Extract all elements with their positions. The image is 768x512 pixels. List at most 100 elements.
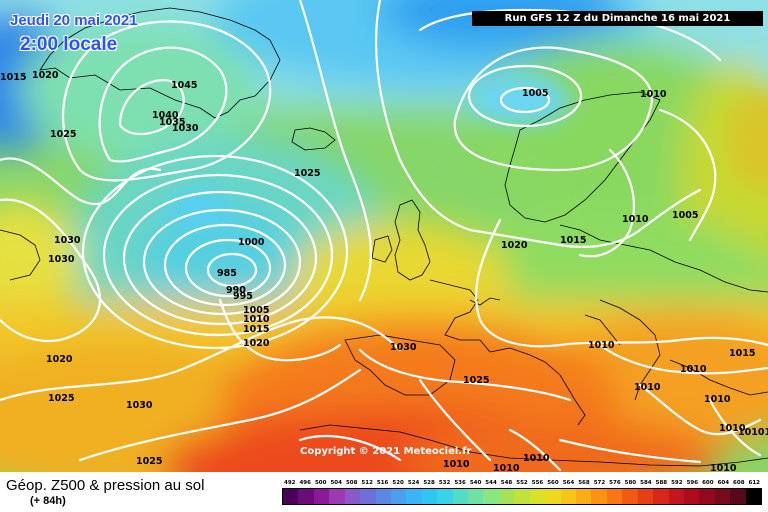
scale-value-label: 584: [640, 480, 652, 486]
scale-swatch: [344, 489, 361, 504]
scale-value-label: 500: [314, 480, 327, 486]
scale-swatch: [745, 489, 762, 504]
isobar-label: 1030: [54, 235, 81, 246]
scale-swatch: [699, 489, 715, 504]
scale-swatch: [529, 489, 546, 504]
map-canvas: 1015 1020 1025 1045 1040 1035 1030 1025 …: [0, 0, 768, 472]
scale-swatch: [637, 489, 654, 504]
scale-swatch: [668, 489, 684, 504]
scale-value-label: 560: [547, 480, 559, 486]
scale-value-label: 504: [330, 480, 342, 486]
scale-swatch: [591, 489, 607, 504]
scale-swatch: [560, 489, 577, 504]
isobar-label: 1010: [719, 423, 746, 434]
isobar-label: 1035: [159, 117, 185, 128]
scale-value-label: 508: [345, 480, 358, 486]
isobar-label: 1010: [443, 459, 470, 470]
scale-value-label: 600: [702, 480, 714, 486]
scale-swatch: [576, 489, 592, 504]
isobar-label: 995: [233, 291, 253, 302]
isobar-label: 1040: [152, 110, 179, 121]
isobar-label: 1015: [729, 348, 755, 359]
scale-value-label: 528: [423, 480, 435, 486]
geopotential-field: [0, 0, 768, 472]
copyright-text: Copyright © 2021 Meteociel.fr: [300, 446, 471, 457]
isobar-labels: 1015 1020 1025 1045 1040 1035 1030 1025 …: [0, 70, 768, 472]
isobar-label: 1010: [680, 364, 707, 375]
isobar-label: 1025: [294, 168, 320, 179]
isobar-label: 1005: [243, 305, 269, 316]
scale-swatch: [375, 489, 391, 504]
scale-value-label: 588: [655, 480, 668, 486]
isobar-label: 1045: [171, 80, 197, 91]
scale-swatch: [437, 489, 453, 504]
scale-value-label: 540: [469, 480, 482, 486]
forecast-date: Jeudi 20 mai 2021: [10, 12, 138, 29]
legend-footer: Géop. Z500 & pression au sol (+ 84h) 492…: [0, 472, 768, 512]
color-scale: 492 496 500 504 508 512 516 520 524 528 532 536 540 5…: [282, 478, 762, 505]
scale-value-label: 592: [671, 480, 683, 486]
scale-value-label: 544: [485, 480, 497, 486]
isobar-label: 1015: [560, 235, 586, 246]
scale-swatch: [390, 489, 407, 504]
isobar-label: 1030: [390, 342, 417, 353]
scale-swatch: [298, 489, 314, 504]
lead-time: (+ 84h): [30, 495, 66, 507]
scale-swatch: [360, 489, 376, 504]
scale-value-label: 516: [376, 480, 389, 486]
scale-value-label: 556: [531, 480, 544, 486]
scale-swatch: [545, 489, 561, 504]
scale-swatch: [653, 489, 669, 504]
map-area: 1015 1020 1025 1045 1040 1035 1030 1025 …: [0, 0, 768, 472]
scale-value-label: 580: [624, 480, 637, 486]
scale-swatch: [730, 489, 746, 504]
isobar-label: 1000: [238, 237, 265, 248]
isobar-label: 1025: [463, 375, 489, 386]
scale-value-label: 568: [578, 480, 590, 486]
isobar-label: 1010: [493, 463, 520, 472]
scale-value-label: 532: [438, 480, 451, 486]
isobar-label: 1020: [32, 70, 59, 81]
isobar-label: 1010: [622, 214, 649, 225]
scale-swatch: [483, 489, 499, 504]
isobar-label: 1010: [523, 453, 550, 464]
isobar-label: 1030: [172, 123, 199, 134]
scale-value-label: 552: [516, 480, 528, 486]
scale-value-label: 520: [392, 480, 404, 486]
forecast-time: 2:00 locale: [20, 34, 118, 55]
scale-swatch: [606, 489, 623, 504]
isobar-label: 1010: [640, 89, 667, 100]
isobar-label: 1015: [0, 72, 26, 83]
isobar-label: 990: [226, 285, 246, 296]
scale-value-label: 596: [686, 480, 699, 486]
scale-swatch: [421, 489, 438, 504]
color-scale-labels: 492 496 500 504 508 512 516 520 524 528 532 536 540 5…: [282, 478, 762, 488]
scale-swatch: [622, 489, 638, 504]
isobar-label: 1020: [243, 338, 270, 349]
color-scale-swatches: [282, 488, 762, 505]
scale-swatch: [683, 489, 700, 504]
scale-value-label: 524: [407, 480, 420, 486]
scale-swatch: [714, 489, 731, 504]
scale-swatch: [406, 489, 422, 504]
scale-value-label: 536: [454, 480, 466, 486]
scale-value-label: 512: [361, 480, 373, 486]
scale-value-label: 548: [500, 480, 513, 486]
run-info-banner: Run GFS 12 Z du Dimanche 16 mai 2021: [472, 11, 763, 26]
scale-swatch: [329, 489, 345, 504]
scale-value-label: 576: [609, 480, 621, 486]
scale-value-label: 492: [284, 480, 296, 486]
isobar-label: 1010: [243, 314, 270, 325]
scale-value-label: 604: [717, 480, 730, 486]
scale-value-label: 608: [733, 480, 745, 486]
isobar-label: 1020: [501, 240, 528, 251]
scale-value-label: 564: [562, 480, 575, 486]
isobars: [0, 0, 768, 472]
isobar-label: 1005: [522, 88, 548, 99]
isobar-label: 1025: [136, 456, 162, 467]
isobar-label: 1030: [48, 254, 75, 265]
isobar-label: 985: [217, 268, 237, 279]
scale-swatch: [283, 489, 299, 504]
